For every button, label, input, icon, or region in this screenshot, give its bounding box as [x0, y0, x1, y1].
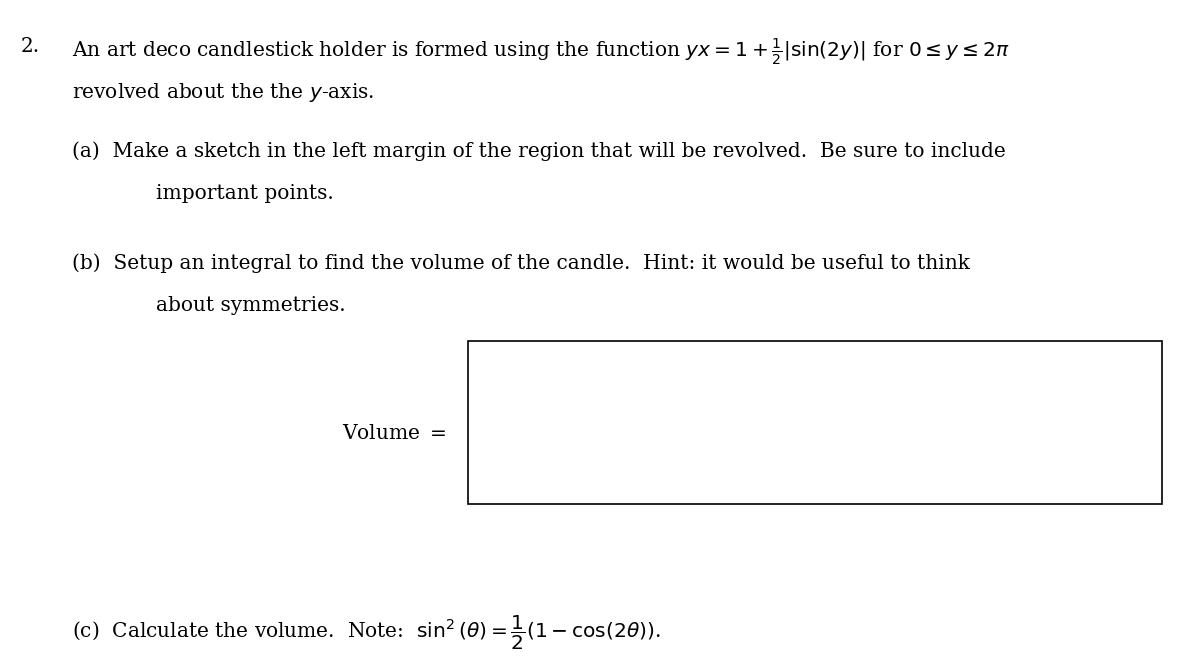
Text: 2.: 2.: [20, 37, 40, 55]
Text: important points.: important points.: [156, 184, 334, 202]
Text: revolved about the the $y$-axis.: revolved about the the $y$-axis.: [72, 81, 374, 104]
Text: (a)  Make a sketch in the left margin of the region that will be revolved.  Be s: (a) Make a sketch in the left margin of …: [72, 142, 1006, 161]
Text: An art deco candlestick holder is formed using the function $yx = 1+\frac{1}{2}|: An art deco candlestick holder is formed…: [72, 37, 1009, 67]
Text: (c)  Calculate the volume.  Note:  $\sin^2(\theta) = \dfrac{1}{2}(1 - \cos(2\the: (c) Calculate the volume. Note: $\sin^2(…: [72, 613, 661, 651]
Text: Volume $=$: Volume $=$: [342, 424, 446, 443]
Text: about symmetries.: about symmetries.: [156, 296, 346, 315]
Bar: [468, 341, 1162, 504]
Text: (b)  Setup an integral to find the volume of the candle.  Hint: it would be usef: (b) Setup an integral to find the volume…: [72, 254, 970, 273]
